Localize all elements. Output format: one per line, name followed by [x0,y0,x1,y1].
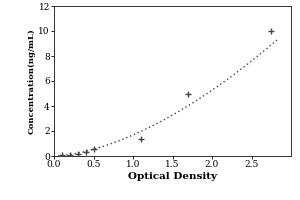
X-axis label: Optical Density: Optical Density [128,172,217,181]
Y-axis label: Concentration(ng/mL): Concentration(ng/mL) [28,28,36,134]
